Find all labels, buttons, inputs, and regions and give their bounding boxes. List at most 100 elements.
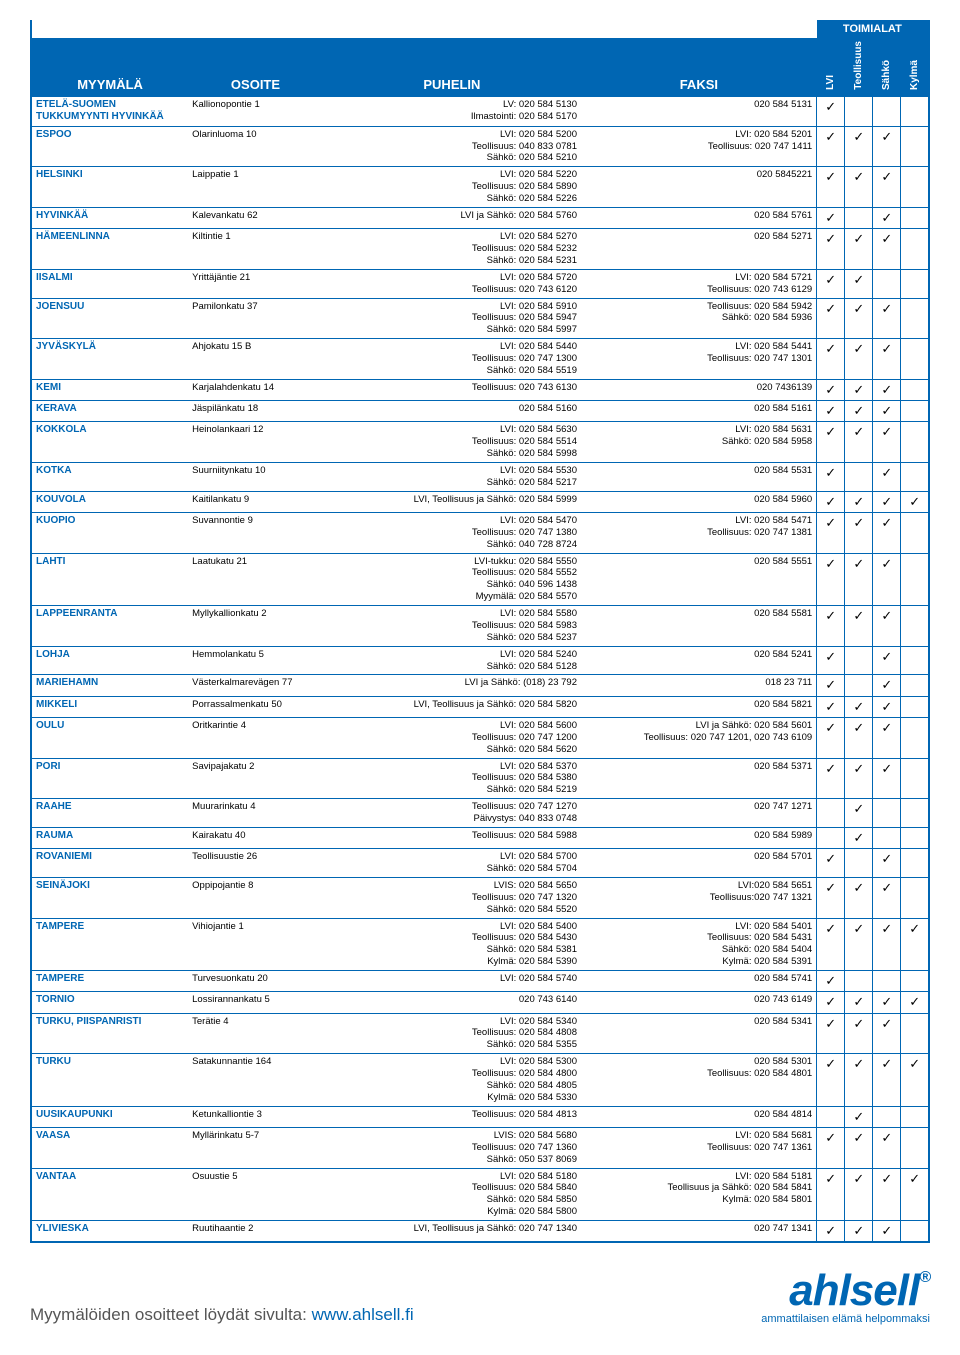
cell-check: ✓ bbox=[845, 491, 873, 512]
cell-check: ✓ bbox=[817, 491, 845, 512]
cell-store: VAASA bbox=[31, 1127, 188, 1168]
cell-phone: LVIS: 020 584 5650 Teollisuus: 020 747 1… bbox=[323, 877, 581, 918]
cell-check: ✓ bbox=[873, 339, 901, 380]
cell-check: ✓ bbox=[817, 992, 845, 1013]
cell-phone: 020 584 5160 bbox=[323, 401, 581, 422]
cell-store: HÄMEENLINNA bbox=[31, 229, 188, 270]
cell-check: ✓ bbox=[845, 1221, 873, 1243]
cell-address: Osuustie 5 bbox=[188, 1168, 323, 1221]
table-row: LOHJAHemmolankatu 5LVI: 020 584 5240 Säh… bbox=[31, 646, 929, 675]
cell-phone: LVI: 020 584 5200 Teollisuus: 040 833 07… bbox=[323, 126, 581, 167]
cell-store: ESPOO bbox=[31, 126, 188, 167]
cell-check: ✓ bbox=[817, 1013, 845, 1054]
header-row: MYYMÄLÄ OSOITE PUHELIN FAKSI LVI Teollis… bbox=[31, 38, 929, 96]
cell-address: Suurniitynkatu 10 bbox=[188, 462, 323, 491]
cell-check bbox=[901, 717, 929, 758]
cell-check: ✓ bbox=[901, 1168, 929, 1221]
cell-check bbox=[873, 827, 901, 848]
cell-address: Porrassalmenkatu 50 bbox=[188, 696, 323, 717]
cell-address: Myllykallionkatu 2 bbox=[188, 606, 323, 647]
cell-check: ✓ bbox=[873, 1221, 901, 1243]
cell-address: Savipajakatu 2 bbox=[188, 758, 323, 799]
cell-store: KOTKA bbox=[31, 462, 188, 491]
cell-check: ✓ bbox=[817, 401, 845, 422]
table-row: TAMPEREVihiojantie 1LVI: 020 584 5400 Te… bbox=[31, 918, 929, 971]
cell-check bbox=[901, 1013, 929, 1054]
cell-check: ✓ bbox=[845, 126, 873, 167]
cell-address: Oppipojantie 8 bbox=[188, 877, 323, 918]
cell-check: ✓ bbox=[817, 462, 845, 491]
cell-store: TURKU, PIISPANRISTI bbox=[31, 1013, 188, 1054]
cell-check: ✓ bbox=[873, 229, 901, 270]
cell-store: KEMI bbox=[31, 379, 188, 400]
footer-link[interactable]: www.ahlsell.fi bbox=[312, 1305, 414, 1324]
table-row: UUSIKAUPUNKIKetunkalliontie 3Teollisuus:… bbox=[31, 1106, 929, 1127]
cell-check: ✓ bbox=[873, 379, 901, 400]
table-row: HYVINKÄÄKalevankatu 62LVI ja Sähkö: 020 … bbox=[31, 207, 929, 228]
cell-check: ✓ bbox=[873, 126, 901, 167]
brand-tagline: ammattilaisen elämä helpommaksi bbox=[761, 1313, 930, 1325]
cell-phone: Teollisuus: 020 584 5988 bbox=[323, 827, 581, 848]
table-row: LAHTILaatukatu 21LVI-tukku: 020 584 5550… bbox=[31, 553, 929, 606]
cell-check: ✓ bbox=[845, 1106, 873, 1127]
cell-check bbox=[901, 512, 929, 553]
cell-fax: 020 7436139 bbox=[581, 379, 817, 400]
cell-check: ✓ bbox=[845, 298, 873, 339]
cell-store: LOHJA bbox=[31, 646, 188, 675]
header-store: MYYMÄLÄ bbox=[31, 38, 188, 96]
cell-phone: LVI: 020 584 5300 Teollisuus: 020 584 48… bbox=[323, 1054, 581, 1107]
cell-check bbox=[873, 1106, 901, 1127]
cell-check: ✓ bbox=[845, 512, 873, 553]
cell-check bbox=[845, 96, 873, 126]
table-row: OULUOritkarintie 4LVI: 020 584 5600 Teol… bbox=[31, 717, 929, 758]
table-row: RAAHEMuurarinkatu 4Teollisuus: 020 747 1… bbox=[31, 799, 929, 828]
cell-address: Laatukatu 21 bbox=[188, 553, 323, 606]
cell-store: OULU bbox=[31, 717, 188, 758]
cell-check bbox=[873, 971, 901, 992]
header-topcat: TOIMIALAT bbox=[817, 20, 929, 38]
cell-check: ✓ bbox=[873, 491, 901, 512]
cell-phone: LVI: 020 584 5600 Teollisuus: 020 747 12… bbox=[323, 717, 581, 758]
table-row: KOUVOLAKaitilankatu 9LVI, Teollisuus ja … bbox=[31, 491, 929, 512]
cell-check: ✓ bbox=[873, 992, 901, 1013]
cell-address: Kalevankatu 62 bbox=[188, 207, 323, 228]
cell-check: ✓ bbox=[817, 422, 845, 463]
footer-brand-block: ahlsell® ammattilaisen elämä helpommaksi bbox=[761, 1271, 930, 1325]
cell-address: Ahjokatu 15 B bbox=[188, 339, 323, 380]
cell-address: Oritkarintie 4 bbox=[188, 717, 323, 758]
cell-phone: LVIS: 020 584 5680 Teollisuus: 020 747 1… bbox=[323, 1127, 581, 1168]
table-row: KUOPIOSuvannontie 9LVI: 020 584 5470 Teo… bbox=[31, 512, 929, 553]
cell-fax: 020 5845221 bbox=[581, 167, 817, 208]
cell-address: Turvesuonkatu 20 bbox=[188, 971, 323, 992]
cell-store: VANTAA bbox=[31, 1168, 188, 1221]
cell-check: ✓ bbox=[817, 675, 845, 696]
cell-check: ✓ bbox=[817, 758, 845, 799]
header-cat-lvi: LVI bbox=[817, 38, 845, 96]
cell-check: ✓ bbox=[817, 1127, 845, 1168]
cell-fax: 020 584 5161 bbox=[581, 401, 817, 422]
table-row: ESPOOOlarinluoma 10LVI: 020 584 5200 Teo… bbox=[31, 126, 929, 167]
cell-check bbox=[845, 849, 873, 878]
cell-check bbox=[845, 675, 873, 696]
cell-check: ✓ bbox=[817, 717, 845, 758]
table-row: HÄMEENLINNAKiltintie 1LVI: 020 584 5270 … bbox=[31, 229, 929, 270]
cell-store: KOKKOLA bbox=[31, 422, 188, 463]
cell-phone: LVI: 020 584 5400 Teollisuus: 020 584 54… bbox=[323, 918, 581, 971]
cell-check bbox=[901, 799, 929, 828]
cell-store: TURKU bbox=[31, 1054, 188, 1107]
cell-store: KOUVOLA bbox=[31, 491, 188, 512]
cell-address: Suvannontie 9 bbox=[188, 512, 323, 553]
cell-check bbox=[901, 167, 929, 208]
cell-check: ✓ bbox=[845, 339, 873, 380]
table-row: RAUMAKairakatu 40Teollisuus: 020 584 598… bbox=[31, 827, 929, 848]
cell-check: ✓ bbox=[901, 491, 929, 512]
table-row: MARIEHAMNVästerkalmarevägen 77LVI ja Säh… bbox=[31, 675, 929, 696]
cell-check: ✓ bbox=[901, 1054, 929, 1107]
cell-check: ✓ bbox=[845, 401, 873, 422]
cell-address: Pamilonkatu 37 bbox=[188, 298, 323, 339]
table-row: MIKKELIPorrassalmenkatu 50LVI, Teollisuu… bbox=[31, 696, 929, 717]
table-row: KOKKOLAHeinolankaari 12LVI: 020 584 5630… bbox=[31, 422, 929, 463]
cell-address: Ruutihaantie 2 bbox=[188, 1221, 323, 1243]
cell-store: Etelä-Suomen Tukkumyynti HYVINKÄÄ bbox=[31, 96, 188, 126]
cell-fax: 020 584 5551 bbox=[581, 553, 817, 606]
